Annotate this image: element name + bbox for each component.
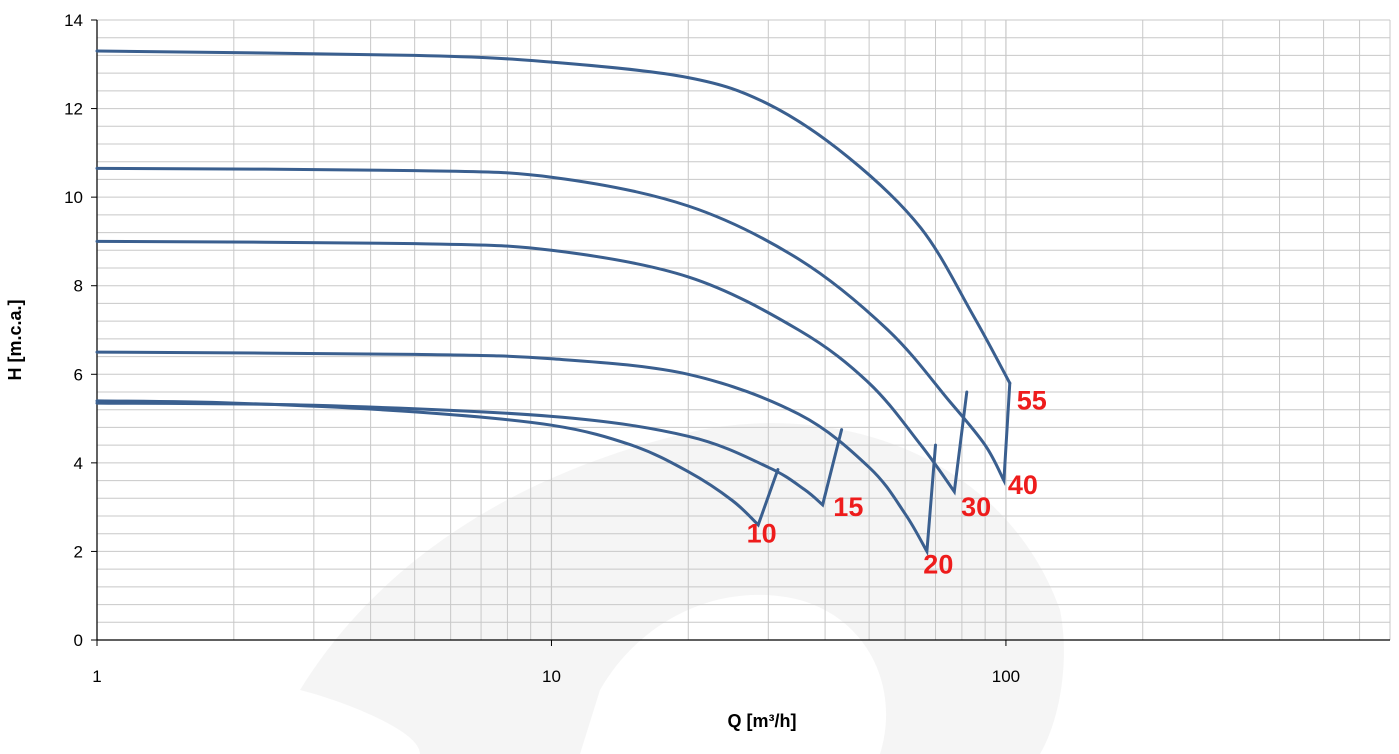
- curve-label-15: 15: [833, 492, 863, 522]
- watermark-shape: [300, 423, 1064, 754]
- pump-curve-40: [95, 166, 1012, 487]
- curve-label-55: 55: [1017, 386, 1047, 416]
- pump-curves: [95, 49, 1012, 557]
- y-tick-label: 12: [64, 100, 83, 119]
- x-axis-title: Q [m³/h]: [728, 711, 797, 731]
- y-tick-label: 4: [74, 454, 83, 473]
- y-axis-tick-labels: 0 2 4 6 8 10 12 14: [64, 11, 83, 650]
- pump-curve-20: [95, 350, 937, 557]
- y-tick-label: 6: [74, 365, 83, 384]
- x-axis-tick-labels: 1 10 100: [92, 667, 1020, 686]
- y-tick-label: 0: [74, 631, 83, 650]
- curve-label-40: 40: [1008, 470, 1038, 500]
- chart-axes: [91, 19, 1390, 646]
- pump-impeller-watermark: [300, 423, 1064, 754]
- pump-curve-55: [95, 49, 1012, 385]
- y-tick-label: 10: [64, 188, 83, 207]
- x-tick-label: 1: [92, 667, 101, 686]
- pump-curve-30: [95, 239, 969, 496]
- y-axis-title: H [m.c.a.]: [5, 299, 25, 380]
- x-tick-label: 10: [542, 667, 561, 686]
- pump-curve-15: [95, 401, 844, 508]
- curve-label-20: 20: [923, 550, 953, 580]
- curve-labels: 10 15 20 30 40 55: [747, 386, 1047, 580]
- x-tick-label: 100: [992, 667, 1020, 686]
- y-tick-label: 14: [64, 11, 83, 30]
- y-tick-label: 2: [74, 542, 83, 561]
- curve-label-30: 30: [961, 492, 991, 522]
- chart-grid: [96, 19, 1391, 640]
- y-tick-label: 8: [74, 277, 83, 296]
- curve-label-10: 10: [747, 519, 777, 549]
